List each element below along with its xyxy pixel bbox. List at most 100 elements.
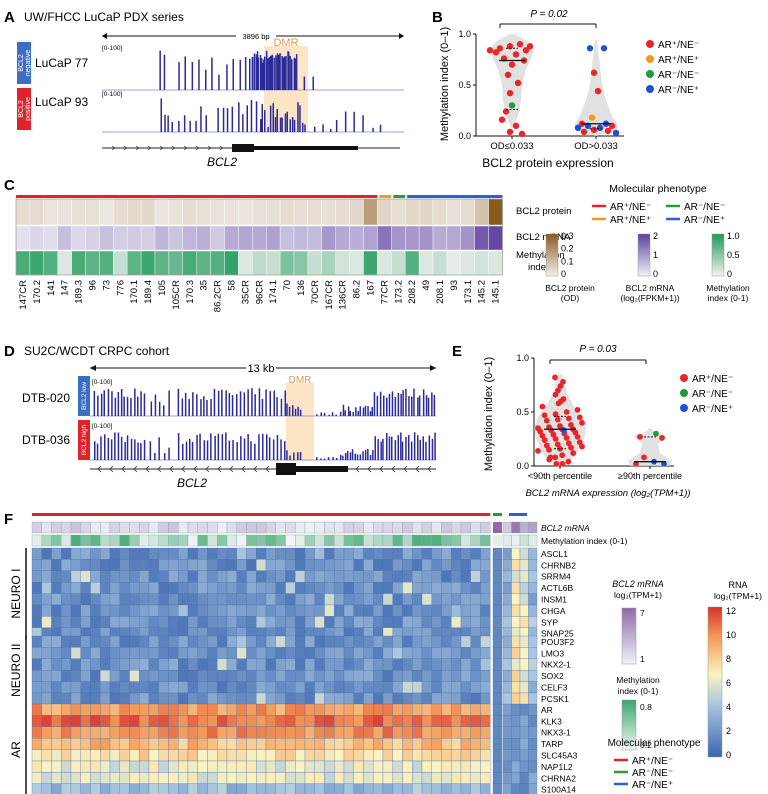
rna-cell bbox=[129, 692, 140, 705]
methylation-bar bbox=[222, 107, 225, 132]
annot-mrna-cell bbox=[187, 521, 198, 534]
rna-cell bbox=[90, 715, 101, 727]
methylation-cell bbox=[43, 250, 58, 276]
methylation-bar bbox=[374, 436, 376, 460]
rna-cell bbox=[51, 593, 62, 606]
rna-cell bbox=[324, 681, 335, 694]
rna-cell bbox=[256, 647, 267, 659]
methylation-bar bbox=[265, 50, 268, 90]
rna-cell bbox=[256, 635, 267, 648]
rna-cell bbox=[148, 772, 159, 784]
methylation-bar bbox=[276, 397, 278, 416]
strand-arrow bbox=[159, 145, 164, 151]
methylation-cell bbox=[432, 250, 448, 276]
annot-meth-cell bbox=[129, 534, 140, 547]
methylation-bar bbox=[400, 393, 402, 416]
methylation-bar bbox=[276, 109, 278, 132]
data-point bbox=[565, 458, 572, 465]
rna-cell bbox=[441, 593, 452, 606]
rna-cell bbox=[412, 593, 423, 606]
methylation-bar bbox=[211, 57, 213, 90]
rna-cell bbox=[80, 593, 91, 606]
methylation-bar bbox=[279, 117, 282, 132]
rna-cell bbox=[217, 738, 228, 750]
data-point bbox=[539, 432, 546, 439]
rna-cell bbox=[343, 703, 354, 716]
annot-meth-cell bbox=[41, 534, 52, 547]
methylation-bar bbox=[323, 413, 326, 416]
rna-cell bbox=[265, 749, 276, 762]
rna-cell bbox=[382, 726, 393, 739]
methylation-bar bbox=[369, 455, 372, 460]
rna-cell bbox=[421, 604, 432, 617]
rna-cell bbox=[511, 635, 521, 648]
rna-cell bbox=[275, 559, 286, 571]
rna-cell bbox=[334, 760, 345, 773]
rna-cell bbox=[119, 738, 130, 750]
rna-cell bbox=[421, 582, 432, 594]
phenotype-segment bbox=[16, 195, 378, 198]
scale-meth-bar bbox=[711, 233, 725, 277]
rna-cell bbox=[129, 616, 140, 628]
rna-cell bbox=[197, 616, 208, 628]
rna-cell bbox=[492, 692, 503, 705]
rna-cell bbox=[168, 760, 179, 773]
protein-cell bbox=[196, 198, 211, 226]
methylation-cell bbox=[224, 250, 239, 276]
rna-cell bbox=[511, 570, 521, 583]
methylation-bar bbox=[295, 54, 298, 90]
rna-cell bbox=[502, 749, 512, 762]
methylation-bar bbox=[328, 414, 330, 416]
rna-cell bbox=[109, 772, 120, 784]
rna-cell bbox=[502, 582, 512, 594]
rna-cell bbox=[353, 715, 364, 727]
rna-cell bbox=[217, 703, 228, 716]
rna-cell bbox=[275, 703, 286, 716]
annot-mrna-cell bbox=[363, 521, 374, 534]
methylation-bar bbox=[178, 120, 180, 132]
data-point bbox=[570, 450, 577, 456]
rna-cell bbox=[187, 670, 198, 682]
methylation-bar bbox=[346, 450, 349, 460]
rna-cell bbox=[226, 681, 237, 694]
rna-cell bbox=[207, 760, 218, 773]
annot-mrna-cell bbox=[41, 521, 52, 534]
rna-cell bbox=[275, 783, 286, 794]
rna-cell bbox=[236, 738, 247, 750]
track-range-lucap93: [0-100] bbox=[102, 91, 122, 98]
rna-cell bbox=[304, 681, 315, 694]
panel-e: E P = 0.03 0.00.51.0<90th percentile ≥90t… bbox=[452, 343, 733, 499]
rna-cell bbox=[80, 559, 91, 571]
methylation-bar bbox=[362, 451, 364, 460]
rna-cell bbox=[246, 604, 257, 617]
rna-cell bbox=[421, 647, 432, 659]
sample-label: 70 bbox=[282, 280, 293, 291]
track-range-lucap77: [0-100] bbox=[102, 45, 122, 52]
methylation-bar bbox=[94, 441, 96, 460]
rna-cell bbox=[246, 749, 257, 762]
protein-cell bbox=[418, 198, 434, 226]
rna-cell bbox=[402, 593, 413, 606]
rna-cell bbox=[431, 635, 442, 648]
sample-label: 147 bbox=[60, 280, 71, 296]
annot-meth-cell bbox=[197, 534, 208, 547]
rna-cell bbox=[100, 749, 111, 762]
rna-cell bbox=[528, 647, 538, 659]
strand-arrow bbox=[193, 465, 198, 473]
rna-cell bbox=[236, 604, 247, 617]
rna-cell bbox=[139, 703, 150, 716]
mrna-cell bbox=[154, 225, 170, 251]
rna-cell bbox=[314, 616, 325, 628]
gene-label: NKX2-1 bbox=[541, 660, 571, 670]
rna-cell bbox=[178, 772, 189, 784]
strand-arrow bbox=[135, 145, 140, 151]
gene-label: SYP bbox=[541, 617, 558, 627]
rna-cell bbox=[129, 715, 140, 727]
scale-tick: 0.5 bbox=[727, 250, 740, 260]
rna-cell bbox=[90, 647, 101, 659]
rna-cell bbox=[275, 749, 286, 762]
methylation-cell bbox=[405, 250, 420, 276]
rna-cell bbox=[402, 703, 413, 716]
rna-cell bbox=[511, 604, 521, 617]
